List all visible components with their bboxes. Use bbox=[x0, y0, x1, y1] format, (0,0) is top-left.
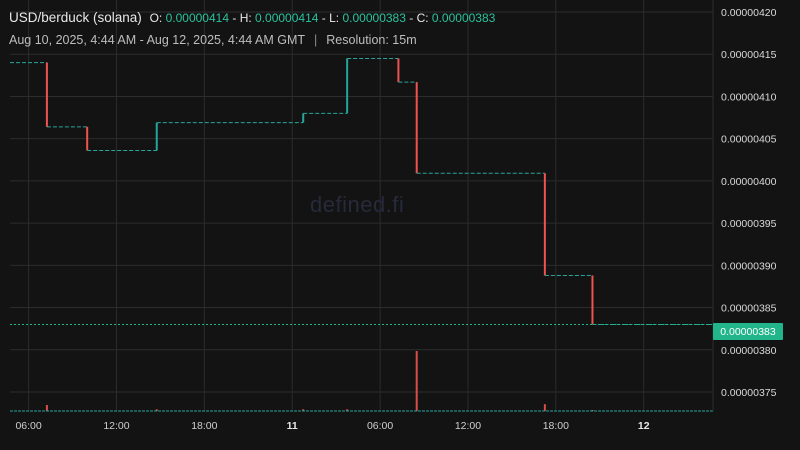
x-tick-label: 18:00 bbox=[191, 420, 217, 432]
last-price-tag: 0.00000383 bbox=[713, 323, 783, 340]
close-label: C: bbox=[416, 11, 429, 25]
y-axis[interactable]: 0.00000375 0.00000380 0.00000385 0.00000390… bbox=[721, 7, 777, 399]
y-tick-label: 0.00000385 bbox=[721, 303, 777, 315]
ohlc-legend: O: 0.00000414 - H: 0.00000414 - L: 0.000… bbox=[150, 11, 496, 25]
volume-bar bbox=[346, 409, 349, 411]
y-tick-label: 0.00000420 bbox=[721, 7, 777, 19]
x-axis[interactable]: 06:00 12:00 18:00 11 06:00 12:00 18:00 12 bbox=[15, 420, 649, 432]
watermark-logo: defined.fi bbox=[310, 192, 405, 217]
ohlc-separator: - bbox=[232, 11, 237, 25]
low-value: 0.00000383 bbox=[342, 11, 406, 25]
high-label: H: bbox=[239, 11, 252, 25]
x-tick-label: 12:00 bbox=[455, 420, 481, 432]
x-tick-label: 11 bbox=[287, 420, 298, 432]
y-tick-label: 0.00000405 bbox=[721, 134, 777, 146]
ohlc-separator: - bbox=[321, 11, 326, 25]
resolution-label: Resolution: 15m bbox=[326, 33, 417, 47]
x-tick-label: 12:00 bbox=[103, 420, 129, 432]
high-value: 0.00000414 bbox=[255, 11, 319, 25]
y-tick-label: 0.00000410 bbox=[721, 91, 777, 103]
volume-bar bbox=[302, 409, 305, 411]
low-label: L: bbox=[329, 11, 340, 25]
x-tick-label: 06:00 bbox=[15, 420, 41, 432]
y-tick-label: 0.00000375 bbox=[721, 387, 777, 399]
chart-subheader: Aug 10, 2025, 4:44 AM - Aug 12, 2025, 4:… bbox=[9, 33, 417, 47]
open-value: 0.00000414 bbox=[165, 11, 229, 25]
y-tick-label: 0.00000395 bbox=[721, 218, 777, 230]
chart-header: USD/berduck (solana) O: 0.00000414 - H: … bbox=[9, 10, 495, 25]
chart-grid bbox=[10, 0, 713, 411]
close-value: 0.00000383 bbox=[431, 11, 496, 25]
volume-bar bbox=[155, 409, 158, 411]
y-tick-label: 0.00000390 bbox=[721, 260, 777, 272]
volume-bar bbox=[45, 405, 48, 411]
y-tick-label: 0.00000380 bbox=[721, 345, 777, 357]
date-range: Aug 10, 2025, 4:44 AM - Aug 12, 2025, 4:… bbox=[9, 33, 306, 47]
subheader-divider: | bbox=[314, 33, 318, 47]
open-label: O: bbox=[149, 11, 163, 25]
x-tick-label: 18:00 bbox=[543, 420, 569, 432]
price-series bbox=[10, 57, 713, 325]
y-tick-label: 0.00000400 bbox=[721, 176, 777, 188]
ohlc-separator: - bbox=[409, 11, 414, 25]
volume-bar bbox=[543, 404, 546, 411]
volume-bar bbox=[415, 351, 418, 411]
x-tick-label: 12 bbox=[638, 420, 650, 432]
pair-title: USD/berduck (solana) bbox=[9, 10, 142, 25]
volume-bars bbox=[10, 351, 713, 412]
x-tick-label: 06:00 bbox=[367, 420, 393, 432]
y-tick-label: 0.00000415 bbox=[721, 49, 777, 61]
